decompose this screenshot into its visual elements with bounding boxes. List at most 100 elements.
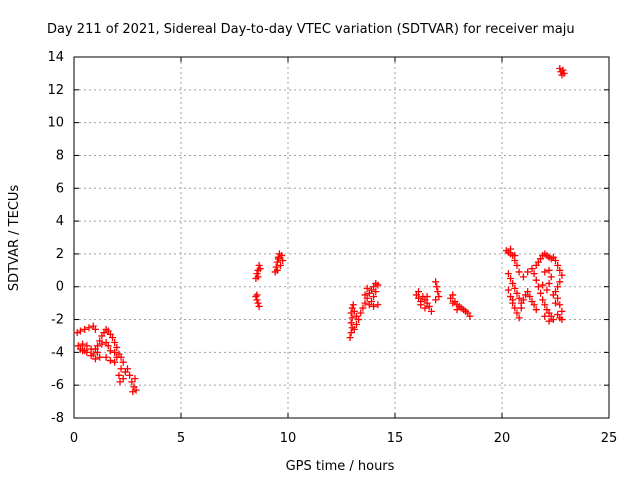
data-point xyxy=(347,329,355,337)
data-point xyxy=(532,306,540,314)
data-point xyxy=(515,268,523,276)
data-point xyxy=(524,288,532,296)
data-point xyxy=(509,279,517,287)
data-point xyxy=(519,296,527,304)
y-tick-label: 14 xyxy=(47,50,64,65)
data-point xyxy=(355,316,363,324)
x-tick-label: 20 xyxy=(494,431,511,446)
data-point xyxy=(507,275,515,283)
y-tick-label: -4 xyxy=(51,345,64,360)
data-point xyxy=(347,309,355,317)
data-point xyxy=(102,353,110,361)
data-point xyxy=(539,281,547,289)
data-point xyxy=(128,378,136,386)
x-tick-label: 25 xyxy=(601,431,618,446)
x-tick-label: 5 xyxy=(177,431,185,446)
data-point xyxy=(427,307,435,315)
y-tick-label: -8 xyxy=(51,411,64,426)
data-point xyxy=(76,327,84,335)
data-point xyxy=(541,312,549,320)
data-point xyxy=(537,289,545,297)
data-point xyxy=(91,325,99,333)
data-point xyxy=(79,340,87,348)
data-point xyxy=(435,293,443,301)
data-point xyxy=(504,270,512,278)
data-point xyxy=(554,261,562,269)
data-point xyxy=(554,283,562,291)
data-point xyxy=(432,278,440,286)
data-point xyxy=(363,284,371,292)
data-point xyxy=(116,378,124,386)
data-point xyxy=(255,302,263,310)
data-point xyxy=(539,296,547,304)
x-tick-label: 15 xyxy=(387,431,404,446)
data-point xyxy=(94,342,102,350)
data-point xyxy=(558,316,566,324)
data-point xyxy=(526,293,534,301)
data-point xyxy=(558,307,566,315)
data-point xyxy=(113,343,121,351)
y-tick-labels: -8 -6 -4 -2 0 2 4 6 8 10 12 14 xyxy=(47,50,64,426)
data-point xyxy=(534,283,542,291)
data-point xyxy=(279,256,287,264)
data-point xyxy=(102,339,110,347)
data-point xyxy=(545,266,553,274)
data-point xyxy=(106,347,114,355)
data-point xyxy=(434,288,442,296)
data-point xyxy=(85,324,93,332)
y-tick-label: 6 xyxy=(56,181,64,196)
data-point xyxy=(513,309,521,317)
data-point xyxy=(115,371,123,379)
data-point xyxy=(554,294,562,302)
data-point xyxy=(543,286,551,294)
data-point xyxy=(126,371,134,379)
data-point xyxy=(556,301,564,309)
data-point xyxy=(515,294,523,302)
data-point xyxy=(545,279,553,287)
y-axis-label: SDTVAR / TECUs xyxy=(7,185,22,292)
data-point xyxy=(415,288,423,296)
y-tick-label: 2 xyxy=(56,247,64,262)
data-point xyxy=(372,288,380,296)
data-point xyxy=(524,268,532,276)
data-point xyxy=(449,291,457,299)
data-point xyxy=(106,357,114,365)
data-point xyxy=(513,261,521,269)
data-point xyxy=(509,296,517,304)
data-point xyxy=(547,273,555,281)
data-point xyxy=(277,261,285,269)
data-point xyxy=(346,334,354,342)
data-point xyxy=(272,263,280,271)
data-point xyxy=(530,270,538,278)
data-point xyxy=(79,347,87,355)
data-point xyxy=(559,66,567,74)
x-tick-labels: 0 5 10 15 20 25 xyxy=(70,431,617,446)
data-point xyxy=(124,365,131,373)
data-point xyxy=(83,342,91,350)
data-point xyxy=(541,301,549,309)
data-point xyxy=(432,296,440,304)
data-point xyxy=(532,276,540,284)
data-point xyxy=(466,312,474,320)
data-point xyxy=(507,245,515,253)
data-point xyxy=(453,306,461,314)
data-point xyxy=(254,273,262,281)
data-point xyxy=(273,266,281,274)
data-point xyxy=(111,348,119,356)
x-tick-label: 10 xyxy=(280,431,297,446)
data-point xyxy=(374,281,382,289)
data-points xyxy=(73,64,568,396)
data-point xyxy=(556,266,564,274)
data-point xyxy=(545,317,553,325)
data-point xyxy=(350,307,358,315)
data-point xyxy=(81,325,89,333)
data-point xyxy=(417,301,425,309)
data-point xyxy=(504,286,512,294)
data-point xyxy=(117,365,125,373)
data-point xyxy=(370,293,378,301)
data-point xyxy=(513,289,521,297)
data-point xyxy=(511,284,519,292)
data-point xyxy=(519,273,527,281)
data-point xyxy=(96,353,104,361)
data-point xyxy=(552,299,559,307)
